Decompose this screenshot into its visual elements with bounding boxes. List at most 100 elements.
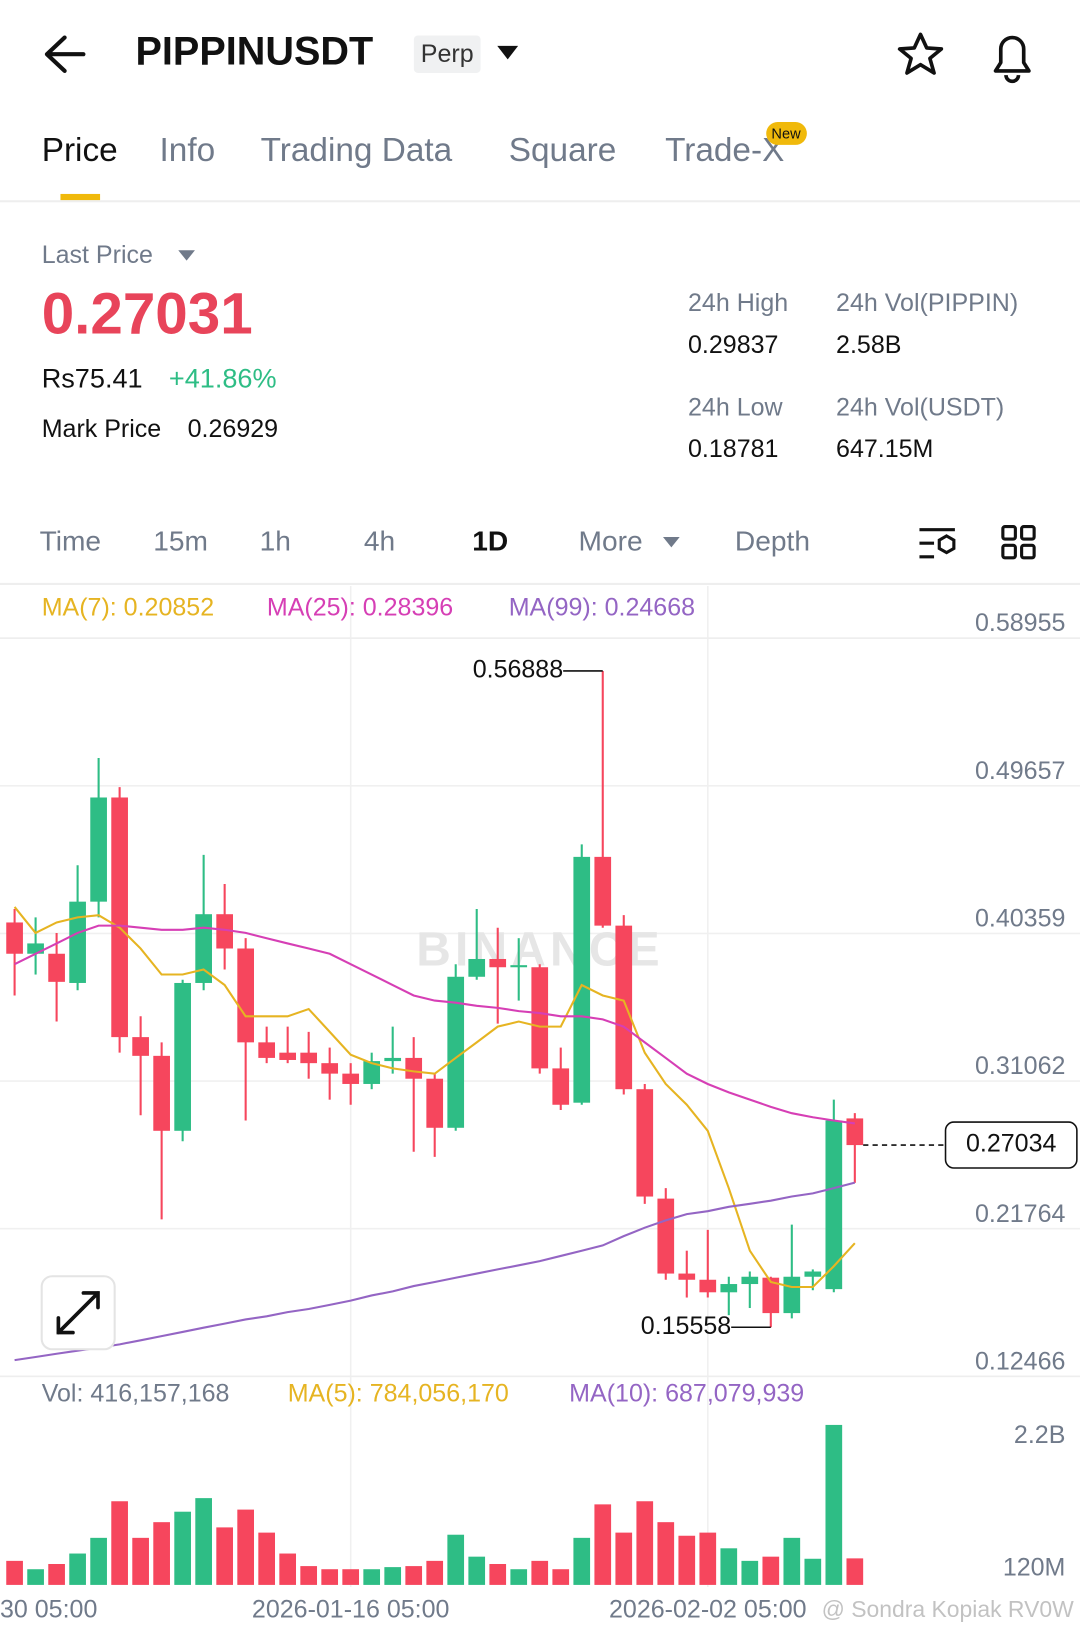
stat-label: 24h Vol(PIPPIN) [836,289,1018,317]
candle-body [48,953,65,982]
volume-bar [615,1532,633,1585]
interval[interactable]: 4h [364,526,395,557]
candle-body [615,925,633,1090]
fullscreen-icon [56,1291,100,1335]
volume-bar [237,1509,254,1585]
candle-body [510,965,528,968]
volume-bar [489,1563,507,1585]
y-tick-label: 0.12466 [975,1347,1065,1375]
interval[interactable]: Depth [735,526,810,557]
interval[interactable]: 15m [153,526,208,557]
layout-cell [1020,525,1036,541]
volume-bar [531,1560,549,1585]
candle-body [678,1273,696,1280]
volume-bar [69,1553,86,1585]
price-change: +41.86% [169,363,277,394]
volume-bar [174,1511,191,1585]
tab[interactable]: Trade-X [665,132,784,169]
interval[interactable]: More [579,526,643,557]
volume-bar [552,1569,570,1585]
volume-bar [447,1534,465,1585]
ma-line [14,1181,856,1362]
candle-body [804,1271,822,1277]
favorite-button[interactable] [897,32,944,75]
tab[interactable]: Price [42,132,118,169]
layout-cell [1001,543,1017,560]
volume-legend: MA(10): 687,079,939 [569,1380,804,1408]
symbol-dropdown[interactable] [497,45,519,60]
volume-bar [216,1527,233,1585]
interval[interactable]: 1D [472,526,508,557]
symbol: PIPPINUSDT [136,30,374,74]
x-tick-label: 2026-01-16 05:00 [252,1596,449,1624]
candle-body [762,1277,780,1314]
volume-bar [636,1501,654,1585]
volume-legend: Vol: 416,157,168 [42,1380,230,1408]
last-price-dropdown[interactable] [178,250,195,261]
volume-bar [48,1563,65,1585]
volume-tick-label: 2.2B [1014,1421,1065,1449]
volume-bar [132,1537,149,1585]
tab[interactable]: Info [159,132,215,169]
volume-bar [300,1566,318,1585]
candle-body [111,797,128,1038]
volume-bar [195,1498,212,1585]
back-button[interactable] [44,35,86,73]
y-tick-label: 0.31062 [975,1052,1065,1080]
volume-bar [846,1558,864,1585]
badge: Perp [421,40,474,68]
volume-bar [573,1537,591,1585]
y-tick-label: 0.21764 [975,1200,1066,1228]
ma-legend: MA(25): 0.28396 [267,594,453,622]
more-dropdown[interactable] [663,536,680,548]
volume-bar [111,1501,128,1585]
interval[interactable]: Time [40,526,101,557]
candle-body [174,982,191,1131]
ma-legend: MA(7): 0.20852 [42,594,214,622]
volume-bar [510,1569,528,1585]
layout-cell [1020,543,1036,560]
candle-body [426,1078,444,1128]
ma-legend: MA(99): 0.24668 [509,594,695,622]
volume-bar [699,1532,717,1585]
volume-bar [258,1532,276,1585]
candle-body [825,1120,843,1290]
tab[interactable]: Trading Data [261,132,453,169]
volume-bar [720,1548,738,1585]
y-tick-label: 0.40359 [975,904,1065,932]
candle-body [384,1057,402,1062]
new-badge: New [771,126,801,142]
candle-body [153,1055,170,1131]
interval[interactable]: 1h [260,526,291,557]
settings-gear [937,534,956,555]
volume-bar [468,1556,486,1585]
volume-tick-label: 120M [1003,1554,1066,1582]
alert-button[interactable] [993,35,1031,84]
price-tag-box [944,1121,1078,1169]
candle-body [846,1118,864,1146]
candle-body [363,1061,381,1084]
tab[interactable]: Square [509,132,617,169]
fullscreen-button[interactable] [40,1275,116,1351]
indicator-settings[interactable] [919,528,956,559]
volume-bar [804,1558,822,1585]
badge-bg [413,35,481,73]
volume-bar [153,1522,170,1585]
candle-body [195,914,212,983]
low-label: 0.15558 [641,1312,731,1340]
x-tick-label: 30 05:00 [0,1596,97,1624]
candle-body [216,914,233,949]
credit: @ Sondra Kopiak RV0W [822,1596,1075,1622]
candle-body [552,1068,570,1105]
volume-bar [6,1560,23,1585]
mark-price-label: Mark Price [42,415,162,443]
layout-button[interactable] [1001,525,1036,560]
high-label: 0.56888 [473,656,563,684]
candle-body [132,1037,149,1056]
candle-body [90,797,107,902]
volume-bar [783,1537,801,1585]
interval-bar: Time 15m 1h 4h 1D More Depth [40,526,810,557]
last-price-label[interactable]: Last Price [42,241,153,269]
